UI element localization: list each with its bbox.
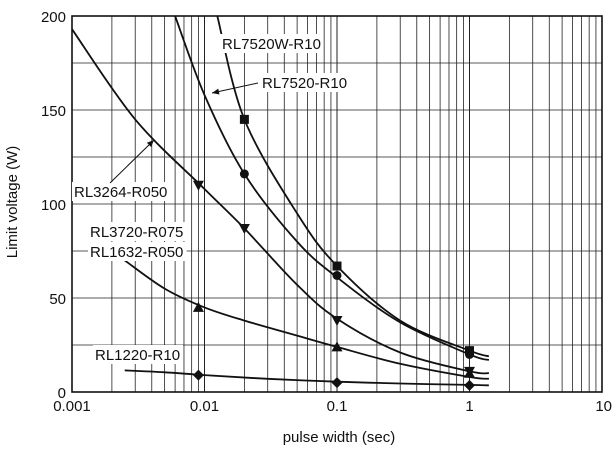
marker-rl1632-r050	[331, 341, 343, 352]
y-tick-label: 0	[58, 385, 66, 402]
label-rl3720-r075: RL3720-R075	[90, 224, 183, 241]
label-rl7520-r10: RL7520-R10	[262, 75, 347, 92]
x-tick-label: 0.01	[190, 398, 219, 415]
x-tick-label: 0.001	[53, 398, 91, 415]
marker-rl3720-r075	[238, 223, 250, 234]
label-bg-rl7520-r10	[260, 73, 350, 92]
y-tick-label: 200	[41, 9, 66, 26]
series-markers	[192, 114, 475, 391]
label-rl1632-r050: RL1632-R050	[90, 244, 183, 261]
label-arrow-rl7520-r10	[211, 82, 259, 94]
marker-rl1220-r10	[464, 379, 475, 391]
y-tick-label: 100	[41, 197, 66, 214]
label-bg-rl7520w-r10	[220, 34, 319, 53]
marker-rl3720-r075	[331, 316, 343, 327]
label-rl1220-r10: RL1220-R10	[95, 347, 180, 364]
label-rl3264-r050: RL3264-R050	[74, 184, 167, 201]
marker-rl7520-r10	[332, 270, 342, 280]
marker-rl7520-r10	[239, 169, 249, 179]
x-tick-label: 0.1	[327, 398, 348, 415]
curve-rl3720-r075	[71, 28, 489, 375]
label-arrowhead-rl3264-r050	[146, 140, 154, 148]
marker-rl7520w-r10	[239, 114, 249, 124]
label-bg-rl1632-r050	[88, 242, 187, 261]
marker-rl1632-r050	[464, 367, 475, 378]
marker-rl1220-r10	[331, 377, 343, 389]
marker-rl3720-r075	[192, 180, 204, 191]
x-tick-label: 1	[465, 398, 473, 415]
label-bg-rl3264-r050	[72, 182, 171, 201]
series-labels: RL7520W-R10 RL7520-R10 RL3720-R075 RL3264-R…	[72, 34, 350, 364]
curve-rl1632-r050	[124, 259, 489, 380]
label-bg-rl3720-r075	[88, 222, 187, 241]
curve-rl1220-r10	[124, 369, 489, 387]
marker-rl1220-r10	[192, 369, 204, 381]
x-tick-label: 10	[595, 398, 612, 415]
y-tick-label: 50	[49, 291, 66, 308]
curve-rl7520-r10	[174, 15, 490, 361]
marker-rl1632-r050	[192, 301, 204, 312]
marker-rl7520-r10	[465, 349, 474, 359]
label-rl7520w-r10: RL7520W-R10	[222, 36, 321, 53]
y-axis-title: Limit voltage (W)	[4, 146, 21, 259]
label-arrowhead-rl7520-r10	[212, 88, 220, 95]
marker-rl7520w-r10	[332, 261, 342, 271]
label-bg-rl1220-r10	[93, 345, 183, 364]
y-tick-label: 150	[41, 103, 66, 120]
x-axis-title: pulse width (sec)	[283, 429, 396, 446]
plot-frame	[71, 15, 603, 393]
label-arrow-rl3264-r050	[109, 139, 155, 184]
